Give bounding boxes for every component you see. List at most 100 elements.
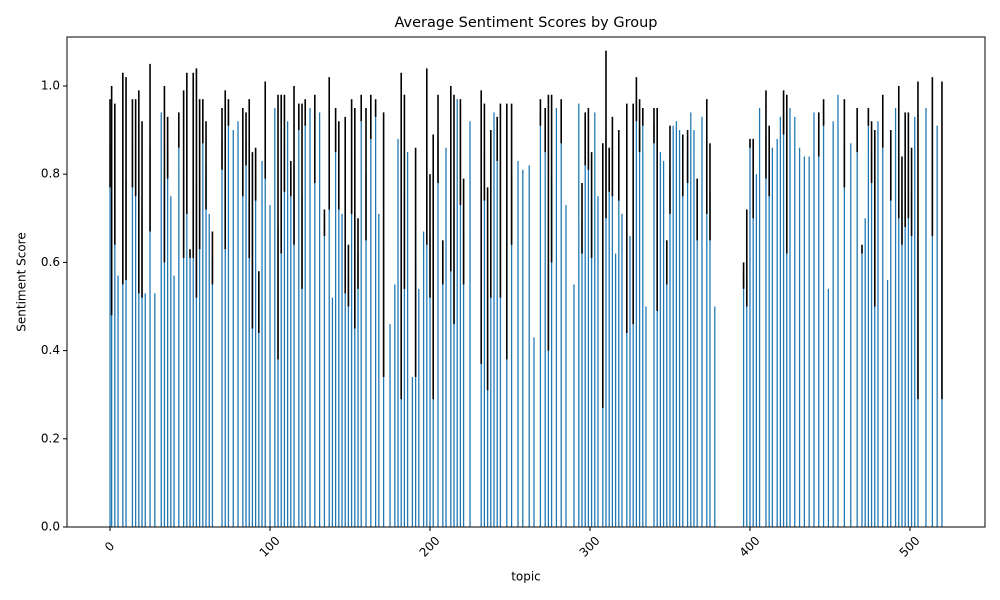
bar	[149, 147, 151, 527]
bar	[621, 213, 623, 527]
bar	[198, 174, 201, 527]
bar	[662, 160, 665, 527]
bar	[264, 130, 266, 527]
bar	[682, 165, 684, 527]
bar	[195, 182, 198, 527]
bar	[211, 257, 214, 527]
bar	[323, 222, 326, 527]
bar	[237, 121, 239, 527]
bar	[378, 213, 380, 527]
bar	[304, 112, 306, 527]
bar	[925, 108, 927, 527]
bar	[870, 152, 873, 527]
bar	[138, 191, 140, 527]
bar	[686, 156, 689, 527]
bar	[429, 235, 431, 527]
bar	[254, 174, 257, 527]
bar	[629, 235, 631, 527]
bar	[242, 152, 244, 527]
y-tick-label: 0.2	[41, 431, 60, 445]
bar	[314, 138, 316, 527]
bar	[573, 284, 575, 527]
bar	[131, 143, 134, 527]
bar	[555, 108, 558, 527]
bar	[338, 165, 340, 527]
bar	[706, 156, 708, 527]
bar	[290, 178, 292, 527]
y-tick-label: 0.6	[41, 255, 60, 269]
bar	[422, 231, 425, 528]
bar	[626, 218, 628, 527]
bar	[154, 293, 156, 527]
bar	[522, 169, 524, 527]
bar	[856, 130, 858, 527]
bar	[611, 156, 614, 527]
bar	[418, 288, 420, 527]
bar	[861, 249, 863, 527]
bar	[261, 160, 263, 527]
bar	[597, 196, 599, 527]
y-tick-label: 1.0	[41, 78, 60, 92]
bar	[490, 213, 492, 527]
bar	[898, 152, 900, 527]
bar	[746, 257, 748, 527]
bar	[578, 103, 580, 527]
bar	[298, 116, 300, 527]
bar	[822, 112, 825, 527]
bar	[350, 156, 353, 527]
bar	[486, 288, 489, 527]
bar	[178, 130, 180, 527]
bar	[666, 262, 668, 527]
bar	[286, 121, 289, 527]
bar	[798, 147, 801, 527]
bar	[517, 160, 519, 527]
bar	[752, 178, 754, 527]
bar	[163, 174, 166, 527]
bar	[696, 209, 698, 527]
bar	[936, 125, 938, 527]
bar	[614, 253, 617, 527]
bar	[283, 143, 286, 527]
bar	[397, 138, 399, 527]
bar	[794, 116, 796, 527]
bar	[469, 121, 471, 527]
bar	[758, 108, 761, 527]
bar	[914, 116, 916, 527]
bar	[832, 121, 834, 527]
bar	[173, 275, 175, 527]
bar	[590, 205, 593, 527]
bar	[874, 218, 876, 527]
bar	[232, 130, 234, 527]
bar	[141, 209, 143, 527]
bar	[370, 116, 372, 527]
bar	[901, 200, 903, 527]
bar	[533, 337, 535, 527]
bar	[293, 165, 295, 527]
bar	[632, 213, 634, 527]
bar	[189, 253, 191, 527]
bar	[269, 205, 271, 527]
bar	[360, 108, 362, 527]
bar	[547, 222, 550, 527]
bar	[134, 147, 137, 527]
bar	[672, 125, 674, 527]
bar	[389, 324, 391, 527]
bar	[445, 147, 447, 527]
bar	[280, 174, 282, 527]
bar	[499, 200, 502, 527]
bar	[205, 165, 207, 527]
bar	[749, 143, 751, 527]
bar	[779, 116, 782, 527]
bar	[496, 138, 498, 527]
bar	[850, 143, 852, 527]
bar	[456, 99, 458, 527]
bar	[803, 156, 806, 527]
bar	[594, 112, 596, 527]
bar	[904, 169, 906, 527]
bar	[560, 121, 562, 527]
bar	[890, 165, 892, 527]
y-tick-label: 0.8	[41, 167, 60, 181]
bar	[224, 169, 226, 527]
bar	[864, 218, 866, 527]
bar	[605, 134, 607, 527]
